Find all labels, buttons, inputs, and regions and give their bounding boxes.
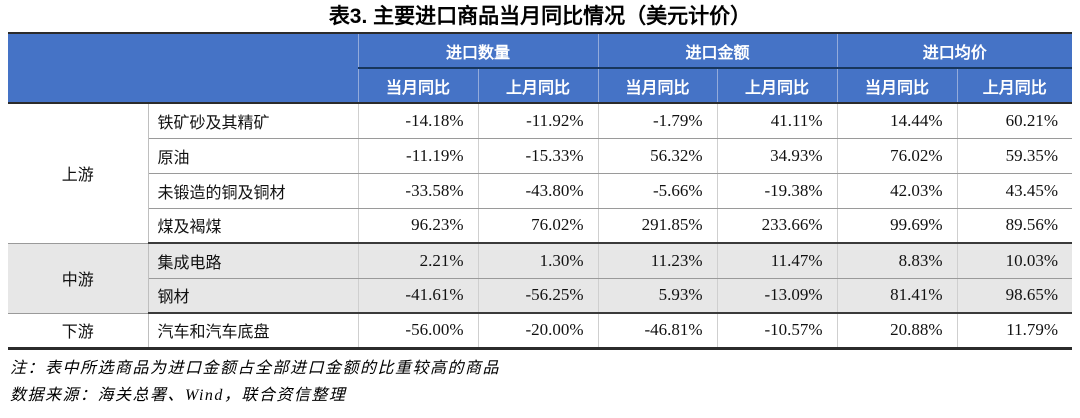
table-row: 下游 汽车和汽车底盘 -56.00% -20.00% -46.81% -10.5… <box>8 313 1073 350</box>
value-cell: 5.93% <box>598 278 718 314</box>
value-cell: 233.66% <box>717 208 838 244</box>
value-cell: 10.03% <box>957 243 1073 279</box>
value-cell: 34.93% <box>717 138 838 174</box>
value-cell: 20.88% <box>837 313 958 350</box>
subheader-prev-month-yoy: 上月同比 <box>717 68 838 104</box>
value-cell: -13.09% <box>717 278 838 314</box>
data-source-note: 数据来源：海关总署、Wind，联合资信整理 <box>10 386 347 404</box>
page-title: 表3. 主要进口商品当月同比情况（美元计价） <box>328 5 752 28</box>
subheader-current-month-yoy: 当月同比 <box>837 68 958 104</box>
subheader-current-month-yoy: 当月同比 <box>358 68 479 104</box>
commodity-name: 钢材 <box>148 278 359 314</box>
table-row: 原油 -11.19% -15.33% 56.32% 34.93% 76.02% … <box>8 138 1073 174</box>
value-cell: 59.35% <box>957 138 1073 174</box>
column-group-import-quantity: 进口数量 <box>358 32 599 69</box>
value-cell: 41.11% <box>717 103 838 139</box>
table-row: 未锻造的铜及铜材 -33.58% -43.80% -5.66% -19.38% … <box>8 173 1073 209</box>
import-commodities-table: 进口数量 进口金额 进口均价 当月同比 上月同比 当月同比 上月同比 当月同比 … <box>8 32 1073 350</box>
value-cell: 11.23% <box>598 243 718 279</box>
header-sub-row: 当月同比 上月同比 当月同比 上月同比 当月同比 上月同比 <box>8 68 1073 104</box>
group-label-downstream: 下游 <box>8 313 149 350</box>
value-cell: 1.30% <box>478 243 599 279</box>
value-cell: -14.18% <box>358 103 479 139</box>
commodity-name: 煤及褐煤 <box>148 208 359 244</box>
value-cell: 96.23% <box>358 208 479 244</box>
value-cell: 60.21% <box>957 103 1073 139</box>
table-row: 钢材 -41.61% -56.25% 5.93% -13.09% 81.41% … <box>8 278 1073 314</box>
table-note: 注：表中所选商品为进口金额占全部进口金额的比重较高的商品 <box>10 359 501 377</box>
value-cell: 43.45% <box>957 173 1073 209</box>
subheader-prev-month-yoy: 上月同比 <box>957 68 1073 104</box>
value-cell: -41.61% <box>358 278 479 314</box>
group-label-midstream: 中游 <box>8 243 149 314</box>
value-cell: -43.80% <box>478 173 599 209</box>
column-group-import-avg-price: 进口均价 <box>837 32 1073 69</box>
value-cell: -1.79% <box>598 103 718 139</box>
header-group-row: 进口数量 进口金额 进口均价 <box>8 32 1073 104</box>
value-cell: 99.69% <box>837 208 958 244</box>
column-group-import-amount: 进口金额 <box>598 32 838 69</box>
subheader-prev-month-yoy: 上月同比 <box>478 68 599 104</box>
value-cell: -56.25% <box>478 278 599 314</box>
value-cell: 8.83% <box>837 243 958 279</box>
value-cell: -15.33% <box>478 138 599 174</box>
value-cell: -33.58% <box>358 173 479 209</box>
value-cell: 81.41% <box>837 278 958 314</box>
table-row: 上游 铁矿砂及其精矿 -14.18% -11.92% -1.79% 41.11%… <box>8 103 1073 244</box>
value-cell: 56.32% <box>598 138 718 174</box>
commodity-name: 汽车和汽车底盘 <box>148 313 359 350</box>
value-cell: -11.92% <box>478 103 599 139</box>
value-cell: -56.00% <box>358 313 479 350</box>
group-label-upstream: 上游 <box>8 103 149 244</box>
header-corner <box>8 32 359 104</box>
commodity-name: 铁矿砂及其精矿 <box>148 103 359 139</box>
table-row: 中游 集成电路 2.21% 1.30% 11.23% 11.47% 8.83% … <box>8 243 1073 314</box>
value-cell: 42.03% <box>837 173 958 209</box>
value-cell: -11.19% <box>358 138 479 174</box>
value-cell: -20.00% <box>478 313 599 350</box>
value-cell: 291.85% <box>598 208 718 244</box>
subheader-current-month-yoy: 当月同比 <box>598 68 718 104</box>
value-cell: -5.66% <box>598 173 718 209</box>
value-cell: 98.65% <box>957 278 1073 314</box>
value-cell: 11.79% <box>957 313 1073 350</box>
commodity-name: 未锻造的铜及铜材 <box>148 173 359 209</box>
value-cell: 76.02% <box>837 138 958 174</box>
value-cell: 76.02% <box>478 208 599 244</box>
value-cell: 14.44% <box>837 103 958 139</box>
value-cell: -10.57% <box>717 313 838 350</box>
commodity-name: 原油 <box>148 138 359 174</box>
footnotes: 注：表中所选商品为进口金额占全部进口金额的比重较高的商品 数据来源：海关总署、W… <box>10 355 1080 409</box>
value-cell: 89.56% <box>957 208 1073 244</box>
table-row: 煤及褐煤 96.23% 76.02% 291.85% 233.66% 99.69… <box>8 208 1073 244</box>
commodity-name: 集成电路 <box>148 243 359 279</box>
value-cell: 2.21% <box>358 243 479 279</box>
value-cell: -46.81% <box>598 313 718 350</box>
value-cell: 11.47% <box>717 243 838 279</box>
value-cell: -19.38% <box>717 173 838 209</box>
